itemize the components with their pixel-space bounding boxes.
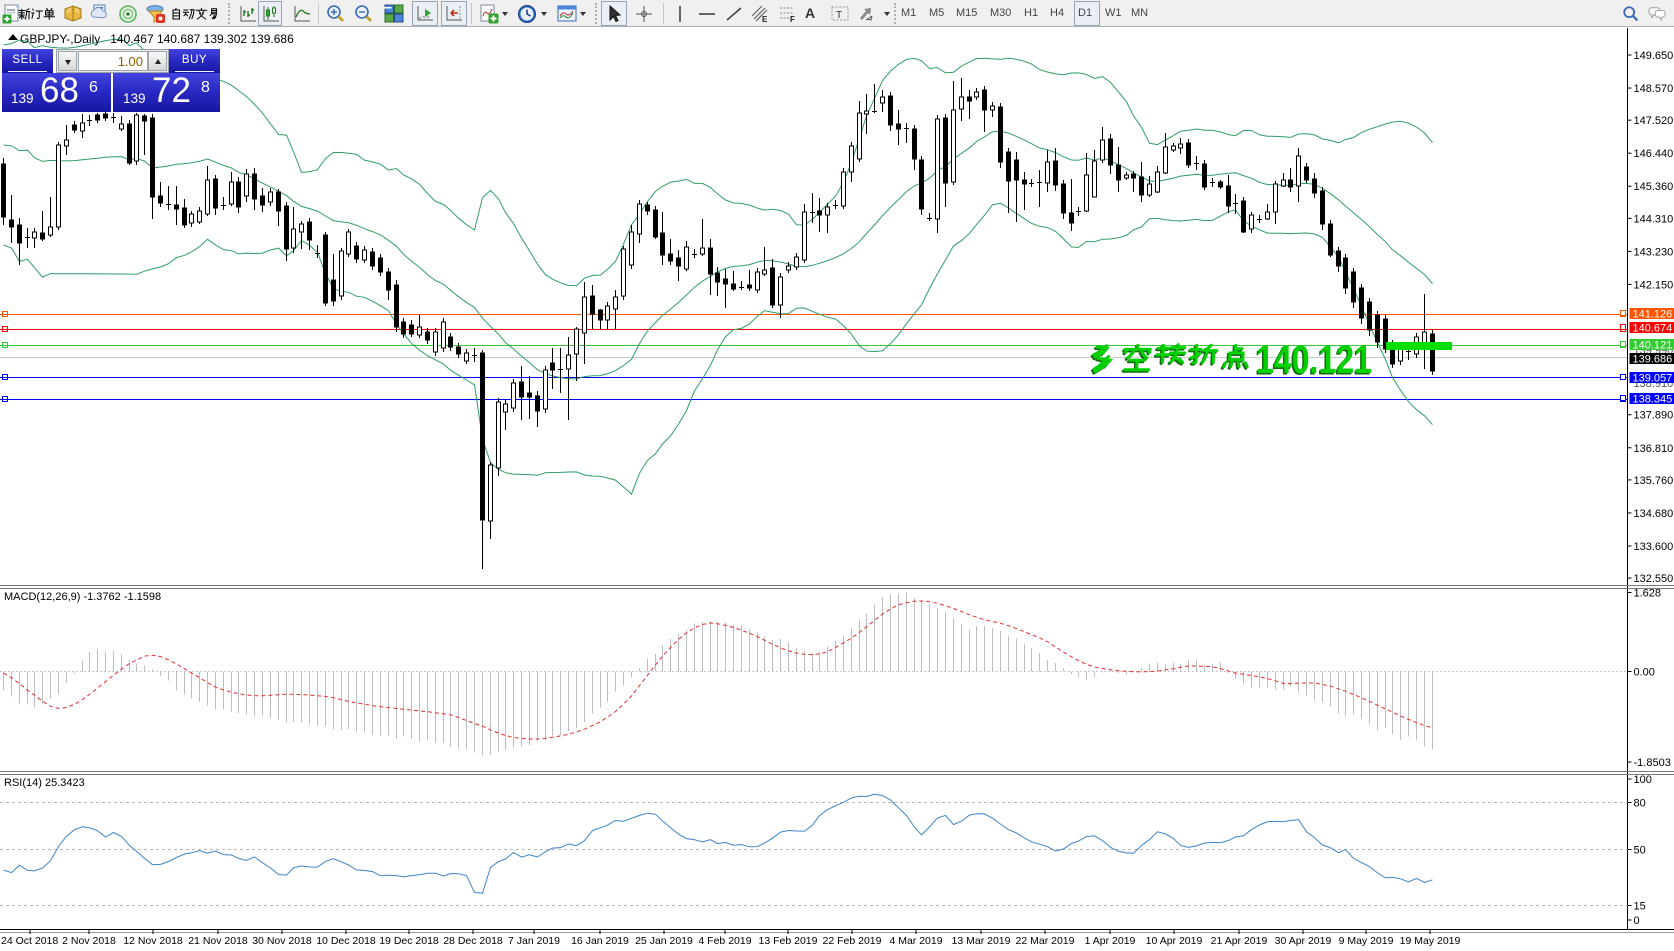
svg-text:1.628: 1.628 [1634, 588, 1662, 600]
svg-text:138.345: 138.345 [1633, 394, 1673, 406]
svg-text:-1.8503: -1.8503 [1634, 757, 1671, 769]
svg-text:149.650: 149.650 [1634, 50, 1674, 62]
svg-text:134.680: 134.680 [1634, 508, 1674, 520]
svg-text:0: 0 [1634, 915, 1640, 927]
svg-text:2 Nov 2018: 2 Nov 2018 [62, 935, 116, 947]
svg-text:140.674: 140.674 [1633, 323, 1673, 335]
svg-text:10 Dec 2018: 10 Dec 2018 [316, 935, 376, 947]
svg-text:19 Dec 2018: 19 Dec 2018 [379, 935, 439, 947]
svg-text:19 May 2019: 19 May 2019 [1400, 935, 1461, 947]
svg-text:0.00: 0.00 [1634, 667, 1655, 679]
svg-text:RSI(14) 25.3423: RSI(14) 25.3423 [4, 777, 85, 789]
svg-text:7 Jan 2019: 7 Jan 2019 [508, 935, 560, 947]
svg-text:22 Mar 2019: 22 Mar 2019 [1016, 935, 1075, 947]
svg-text:133.600: 133.600 [1634, 541, 1674, 553]
svg-text:16 Jan 2019: 16 Jan 2019 [571, 935, 629, 947]
svg-text:T: T [836, 10, 842, 21]
svg-text:MACD(12,26,9) -1.3762 -1.1598: MACD(12,26,9) -1.3762 -1.1598 [4, 591, 161, 603]
svg-text:4 Mar 2019: 4 Mar 2019 [889, 935, 942, 947]
svg-text:136.810: 136.810 [1634, 443, 1674, 455]
svg-text:13 Feb 2019: 13 Feb 2019 [759, 935, 818, 947]
svg-text:132.550: 132.550 [1634, 573, 1674, 585]
svg-text:22 Feb 2019: 22 Feb 2019 [823, 935, 882, 947]
svg-text:1 Apr 2019: 1 Apr 2019 [1085, 935, 1136, 947]
svg-text:F: F [790, 15, 795, 24]
svg-text:140.121: 140.121 [1256, 338, 1372, 382]
svg-text:141.126: 141.126 [1633, 309, 1673, 321]
svg-text:10 Apr 2019: 10 Apr 2019 [1146, 935, 1203, 947]
svg-text:24 Oct 2018: 24 Oct 2018 [1, 935, 58, 947]
svg-text:139.686: 139.686 [1633, 354, 1673, 366]
svg-text:GBPJPY-,Daily 140.467 140.68: GBPJPY-,Daily 140.467 140.687 139.302 13… [20, 32, 294, 46]
svg-text:30 Apr 2019: 30 Apr 2019 [1275, 935, 1332, 947]
svg-text:148.570: 148.570 [1634, 83, 1674, 95]
svg-text:139.057: 139.057 [1633, 373, 1673, 385]
svg-text:50: 50 [1634, 845, 1646, 857]
svg-text:9 May 2019: 9 May 2019 [1339, 935, 1394, 947]
svg-text:E: E [762, 15, 768, 24]
svg-text:21 Apr 2019: 21 Apr 2019 [1211, 935, 1268, 947]
svg-text:140.121: 140.121 [1633, 340, 1673, 352]
svg-text:30 Nov 2018: 30 Nov 2018 [252, 935, 312, 947]
svg-text:147.520: 147.520 [1634, 115, 1674, 127]
svg-text:21 Nov 2018: 21 Nov 2018 [188, 935, 248, 947]
svg-text:15: 15 [1634, 901, 1646, 913]
svg-text:80: 80 [1634, 798, 1646, 810]
svg-text:140.121: 140.121 [1255, 340, 1371, 384]
svg-text:144.310: 144.310 [1634, 213, 1674, 225]
svg-text:135.760: 135.760 [1634, 475, 1674, 487]
svg-text:137.890: 137.890 [1634, 410, 1674, 422]
svg-text:28 Dec 2018: 28 Dec 2018 [443, 935, 503, 947]
svg-text:142.150: 142.150 [1634, 279, 1674, 291]
svg-text:25 Jan 2019: 25 Jan 2019 [635, 935, 693, 947]
svg-text:12 Nov 2018: 12 Nov 2018 [123, 935, 183, 947]
svg-text:100: 100 [1634, 774, 1652, 786]
svg-text:4 Feb 2019: 4 Feb 2019 [698, 935, 751, 947]
svg-text:13 Mar 2019: 13 Mar 2019 [952, 935, 1011, 947]
svg-text:143.230: 143.230 [1634, 246, 1674, 258]
svg-text:145.360: 145.360 [1634, 181, 1674, 193]
svg-text:146.440: 146.440 [1634, 148, 1674, 160]
